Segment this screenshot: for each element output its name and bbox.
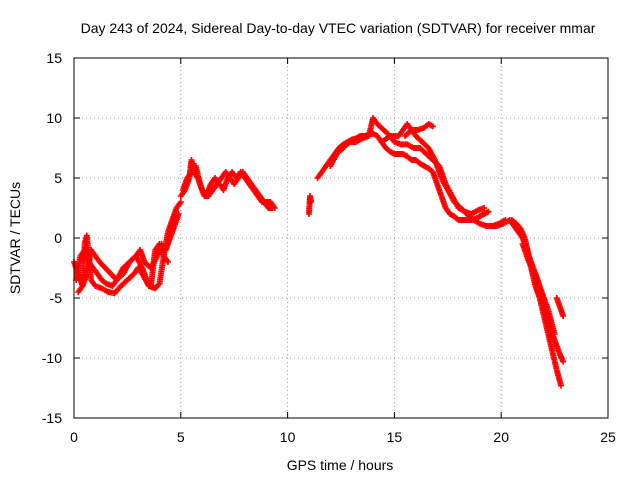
- x-tick-label: 5: [177, 429, 185, 445]
- data-point: [164, 259, 171, 265]
- y-tick-label: 10: [46, 110, 62, 126]
- y-tick-label: 5: [54, 170, 62, 186]
- series-track-h: [327, 115, 488, 217]
- data-point: [485, 208, 492, 215]
- x-tick-label: 20: [493, 429, 509, 445]
- x-tick-label: 0: [70, 429, 78, 445]
- series-track-j: [402, 121, 436, 139]
- y-tick-label: -10: [42, 350, 62, 366]
- series-track-f: [305, 193, 315, 217]
- x-tick-label: 10: [280, 429, 296, 445]
- data-point: [429, 123, 436, 130]
- x-axis-label: GPS time / hours: [287, 457, 394, 473]
- x-tick-label: 25: [600, 429, 616, 445]
- data-point: [308, 199, 315, 205]
- data-point: [175, 211, 182, 217]
- axis-ticks: 0 5 10 15 20 25 -15 -10 -5 0 5 10 15: [42, 50, 616, 445]
- data-point: [558, 382, 565, 389]
- data-point: [560, 358, 567, 365]
- series-track-n: [553, 295, 567, 319]
- data-point: [177, 199, 184, 205]
- y-tick-label: -15: [42, 410, 62, 426]
- data-points: [71, 115, 567, 389]
- data-point: [551, 331, 558, 337]
- series-track-l: [508, 217, 567, 365]
- data-point: [560, 313, 567, 319]
- series-track-e: [179, 163, 276, 211]
- chart-title: Day 243 of 2024, Sidereal Day-to-day VTE…: [81, 20, 596, 36]
- grid: [74, 58, 608, 418]
- y-axis-label: SDTVAR / TECUs: [7, 182, 23, 294]
- data-point: [481, 205, 488, 211]
- y-tick-label: -5: [50, 290, 63, 306]
- data-point: [269, 205, 276, 211]
- x-tick-label: 15: [387, 429, 403, 445]
- y-tick-label: 15: [46, 50, 62, 66]
- series-track-m: [519, 241, 558, 337]
- series-track-c: [75, 241, 171, 295]
- data-point: [155, 281, 162, 288]
- y-tick-label: 0: [54, 230, 62, 246]
